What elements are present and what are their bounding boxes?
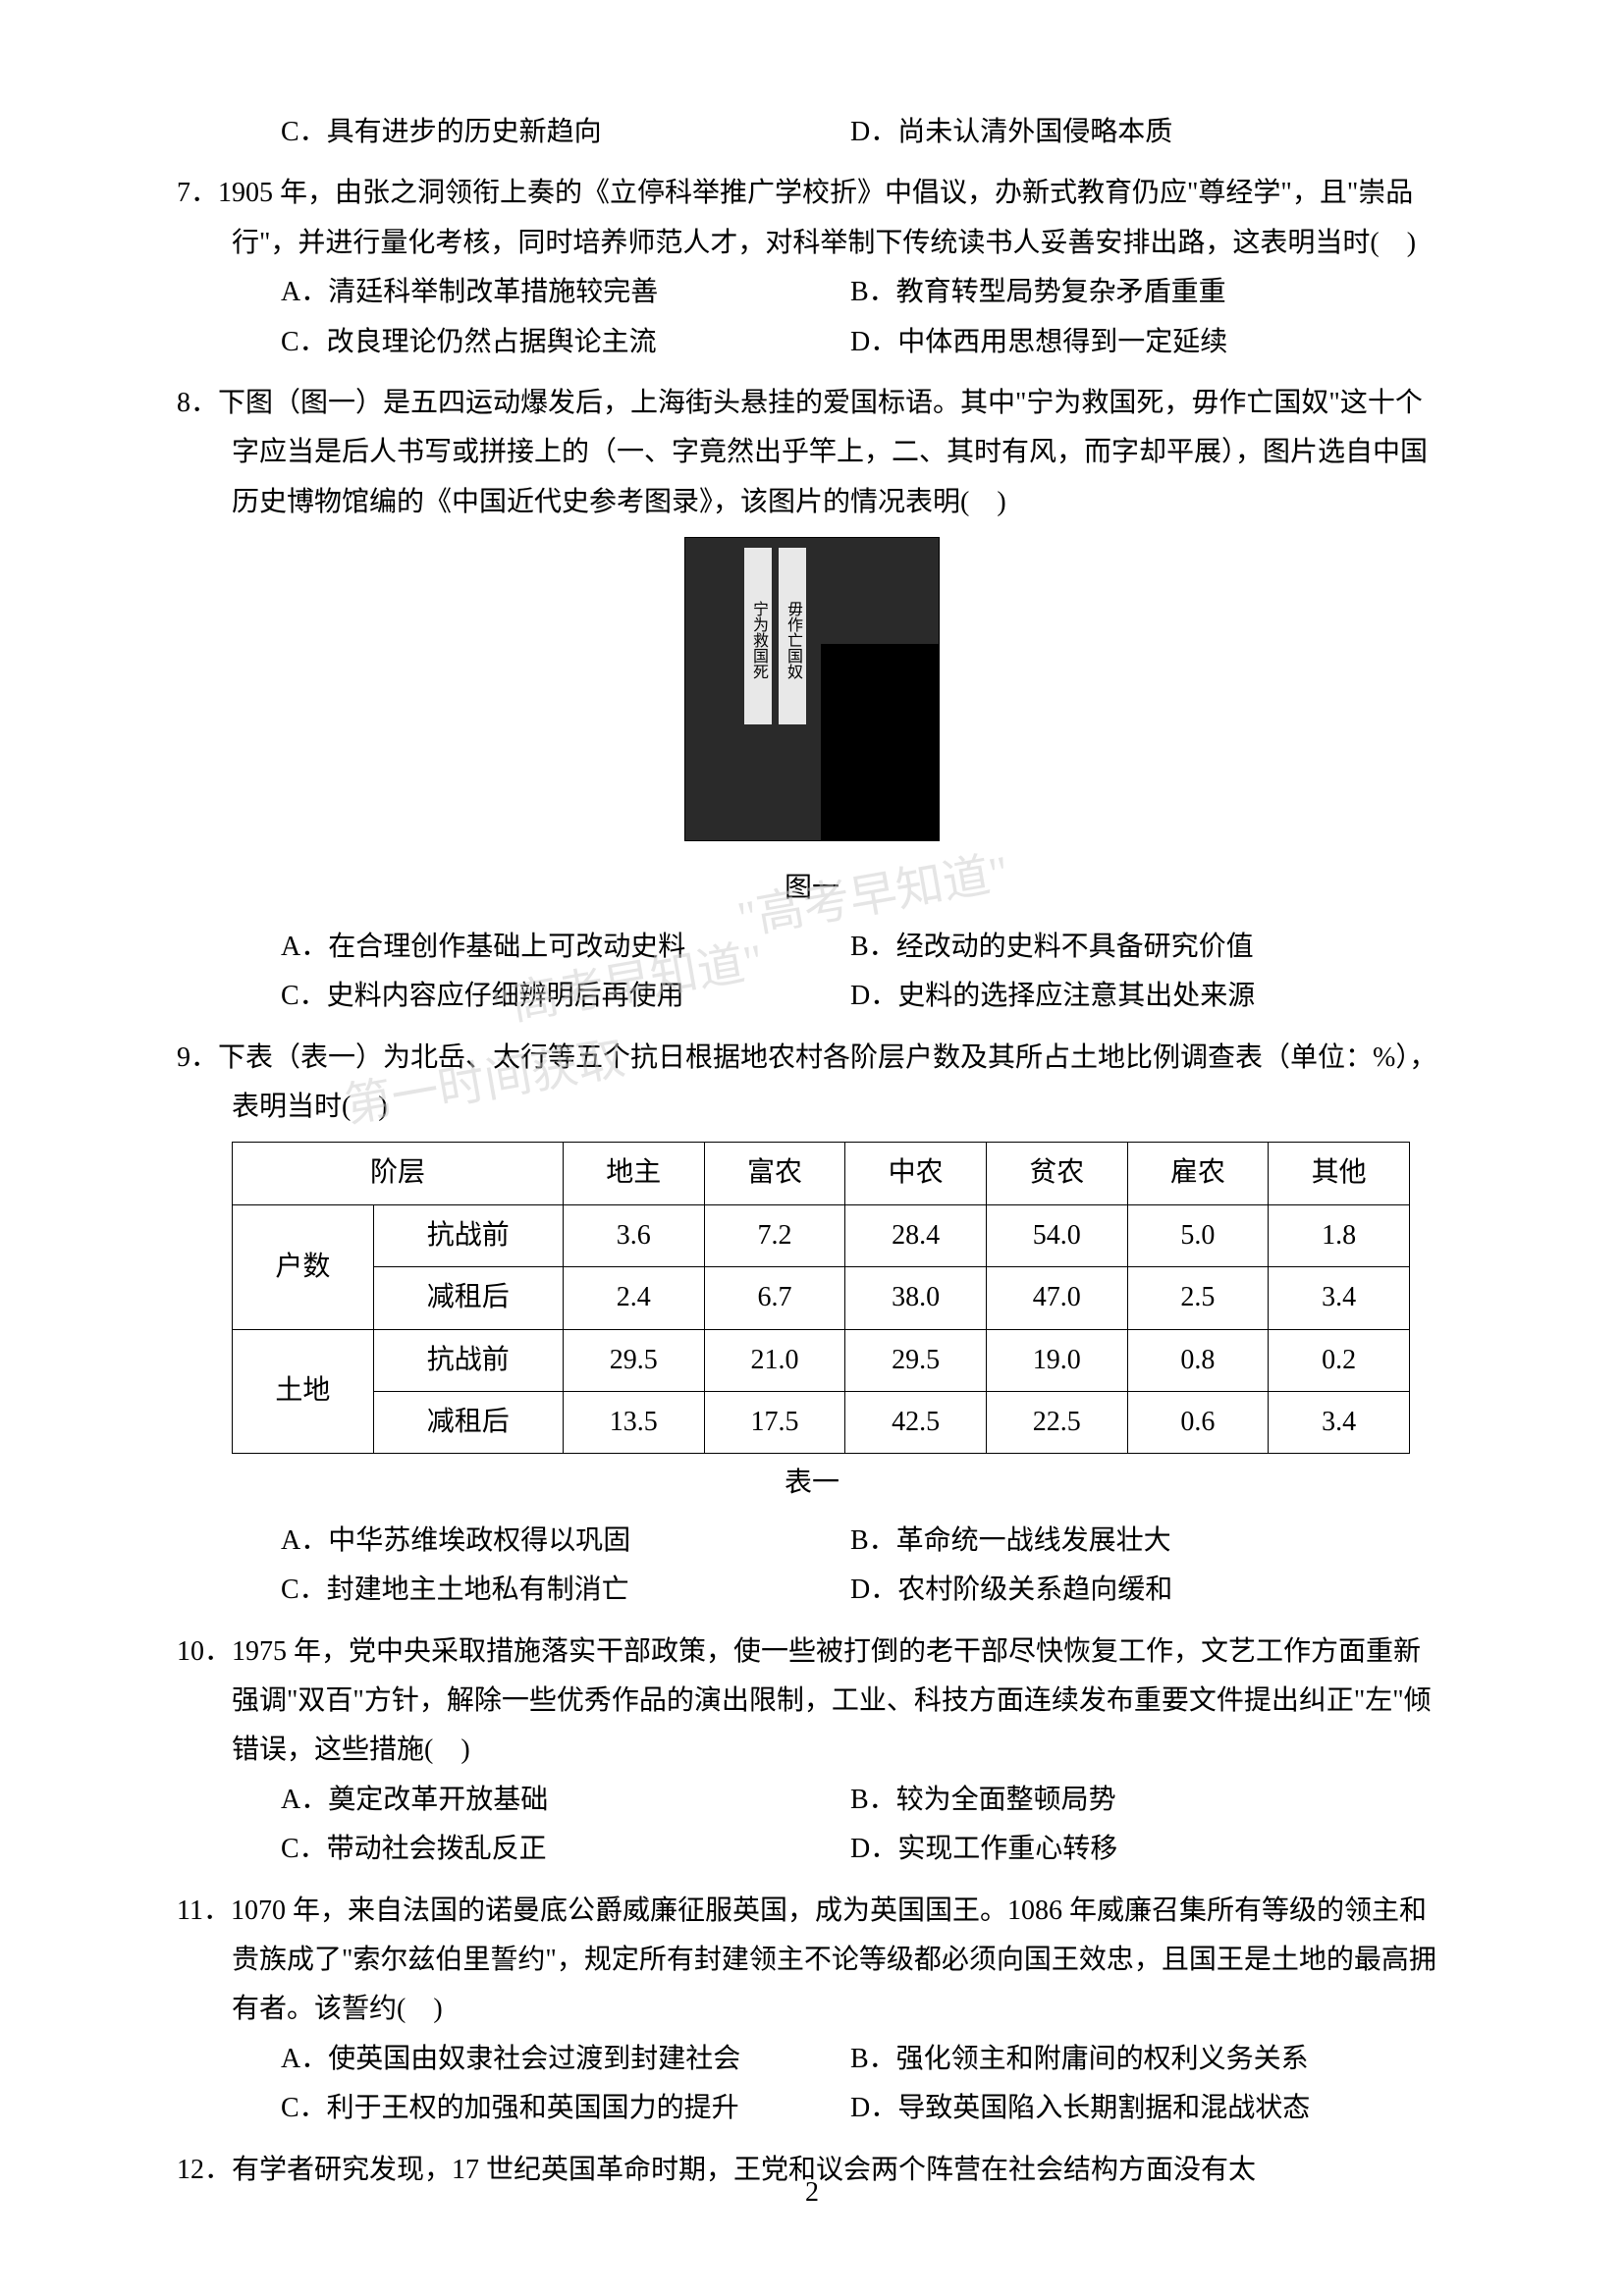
table-cell: 2.5	[1127, 1267, 1269, 1329]
figure-image: 宁为救国死 毋作亡国奴	[684, 537, 940, 841]
table-cell: 19.0	[986, 1329, 1127, 1391]
table-cell: 减租后	[373, 1267, 563, 1329]
option-d: D．农村阶级关系趋向缓和	[850, 1566, 1447, 1615]
question-text: 8．下图（图一）是五四运动爆发后，上海街头悬挂的爱国标语。其中"宁为救国死，毋作…	[177, 379, 1447, 527]
table-cell: 7.2	[704, 1204, 845, 1266]
banner-text-1: 宁为救国死	[744, 548, 772, 724]
option-c: C．带动社会拨乱反正	[281, 1825, 850, 1874]
table-cell: 1.8	[1269, 1204, 1410, 1266]
question-text: 10．1975 年，党中央采取措施落实干部政策，使一些被打倒的老干部尽快恢复工作…	[177, 1628, 1447, 1776]
question-9: 9．下表（表一）为北岳、太行等五个抗日根据地农村各阶层户数及其所占土地比例调查表…	[177, 1034, 1447, 1616]
table-cell: 47.0	[986, 1267, 1127, 1329]
table-caption: 表一	[177, 1459, 1447, 1508]
table-cell: 减租后	[373, 1392, 563, 1454]
table-cell: 3.4	[1269, 1267, 1410, 1329]
option-d: D．尚未认清外国侵略本质	[850, 108, 1447, 157]
table-cell: 3.4	[1269, 1392, 1410, 1454]
table-cell: 土地	[233, 1329, 374, 1454]
option-c: C．史料内容应仔细辨明后再使用	[281, 972, 850, 1021]
table-header: 雇农	[1127, 1143, 1269, 1204]
option-c: C．具有进步的历史新趋向	[281, 108, 850, 157]
option-b: B．强化领主和附庸间的权利义务关系	[850, 2035, 1447, 2084]
table-cell: 0.8	[1127, 1329, 1269, 1391]
option-a: A．清廷科举制改革措施较完善	[281, 268, 850, 317]
table-cell: 29.5	[563, 1329, 704, 1391]
table-row: 土地 抗战前 29.5 21.0 29.5 19.0 0.8 0.2	[233, 1329, 1410, 1391]
option-d: D．实现工作重心转移	[850, 1825, 1447, 1874]
question-text: 9．下表（表一）为北岳、太行等五个抗日根据地农村各阶层户数及其所占土地比例调查表…	[177, 1034, 1447, 1133]
table-cell: 0.6	[1127, 1392, 1269, 1454]
banner-text-2: 毋作亡国奴	[779, 548, 806, 724]
option-b: B．革命统一战线发展壮大	[850, 1517, 1447, 1566]
table-header: 阶层	[233, 1143, 564, 1204]
option-b: B．较为全面整顿局势	[850, 1776, 1447, 1825]
question-text: 7．1905 年，由张之洞领衔上奏的《立停科举推广学校折》中倡议，办新式教育仍应…	[177, 169, 1447, 268]
table-cell: 28.4	[845, 1204, 987, 1266]
question-text: 11．1070 年，来自法国的诺曼底公爵威廉征服英国，成为英国国王。1086 年…	[177, 1887, 1447, 2035]
option-d: D．史料的选择应注意其出处来源	[850, 972, 1447, 1021]
option-a: A．中华苏维埃政权得以巩固	[281, 1517, 850, 1566]
option-c: C．改良理论仍然占据舆论主流	[281, 318, 850, 367]
table-header-row: 阶层 地主 富农 中农 贫农 雇农 其他	[233, 1143, 1410, 1204]
table-cell: 户数	[233, 1204, 374, 1329]
option-d: D．导致英国陷入长期割据和混战状态	[850, 2084, 1447, 2133]
question-7: 7．1905 年，由张之洞领衔上奏的《立停科举推广学校折》中倡议，办新式教育仍应…	[177, 169, 1447, 367]
table-cell: 13.5	[563, 1392, 704, 1454]
table-cell: 17.5	[704, 1392, 845, 1454]
page-number: 2	[805, 2168, 819, 2217]
question-11: 11．1070 年，来自法国的诺曼底公爵威廉征服英国，成为英国国王。1086 年…	[177, 1887, 1447, 2134]
table-cell: 3.6	[563, 1204, 704, 1266]
figure-caption: 图一	[177, 864, 1447, 913]
question-10: 10．1975 年，党中央采取措施落实干部政策，使一些被打倒的老干部尽快恢复工作…	[177, 1628, 1447, 1875]
table-cell: 54.0	[986, 1204, 1127, 1266]
figure-container: 宁为救国死 毋作亡国奴 图一	[177, 537, 1447, 913]
table-cell: 6.7	[704, 1267, 845, 1329]
data-table: 阶层 地主 富农 中农 贫农 雇农 其他 户数 抗战前 3.6 7.2 28.4…	[232, 1142, 1410, 1454]
table-cell: 38.0	[845, 1267, 987, 1329]
table-cell: 抗战前	[373, 1204, 563, 1266]
option-a: A．使英国由奴隶社会过渡到封建社会	[281, 2035, 850, 2084]
table-header: 其他	[1269, 1143, 1410, 1204]
option-a: A．奠定改革开放基础	[281, 1776, 850, 1825]
table-cell: 5.0	[1127, 1204, 1269, 1266]
table-cell: 抗战前	[373, 1329, 563, 1391]
table-cell: 21.0	[704, 1329, 845, 1391]
table-header: 地主	[563, 1143, 704, 1204]
option-d: D．中体西用思想得到一定延续	[850, 318, 1447, 367]
option-c: C．封建地主土地私有制消亡	[281, 1566, 850, 1615]
table-header: 富农	[704, 1143, 845, 1204]
option-b: B．教育转型局势复杂矛盾重重	[850, 268, 1447, 317]
question-8: 8．下图（图一）是五四运动爆发后，上海街头悬挂的爱国标语。其中"宁为救国死，毋作…	[177, 379, 1447, 1022]
table-header: 贫农	[986, 1143, 1127, 1204]
table-row: 户数 抗战前 3.6 7.2 28.4 54.0 5.0 1.8	[233, 1204, 1410, 1266]
option-c: C．利于王权的加强和英国国力的提升	[281, 2084, 850, 2133]
table-cell: 0.2	[1269, 1329, 1410, 1391]
table-cell: 2.4	[563, 1267, 704, 1329]
table-cell: 42.5	[845, 1392, 987, 1454]
table-row: 减租后 13.5 17.5 42.5 22.5 0.6 3.4	[233, 1392, 1410, 1454]
table-header: 中农	[845, 1143, 987, 1204]
table-row: 减租后 2.4 6.7 38.0 47.0 2.5 3.4	[233, 1267, 1410, 1329]
option-a: A．在合理创作基础上可改动史料	[281, 923, 850, 972]
option-b: B．经改动的史料不具备研究价值	[850, 923, 1447, 972]
table-cell: 22.5	[986, 1392, 1127, 1454]
question-6-partial: C．具有进步的历史新趋向 D．尚未认清外国侵略本质	[177, 108, 1447, 157]
building-silhouette	[821, 644, 939, 840]
table-cell: 29.5	[845, 1329, 987, 1391]
